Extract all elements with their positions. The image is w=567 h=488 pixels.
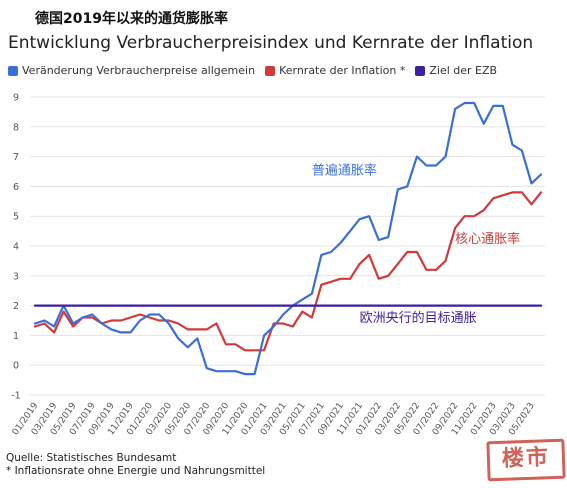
- footnote: * Inflationsrate ohne Energie und Nahrun…: [6, 465, 266, 477]
- legend-swatch-core: [265, 65, 276, 76]
- watermark-stamp: 楼市: [486, 438, 566, 482]
- y-axis-ticks: 9 8 7 6 5 4 3 2 1 0 -1: [11, 93, 20, 402]
- overlay-title: 德国2019年以来的通货膨胀率: [35, 11, 228, 27]
- series-line-cpi: [33, 101, 543, 376]
- y-tick-label: 8: [13, 122, 19, 133]
- legend-label-core: Kernrate der Inflation *: [279, 64, 406, 77]
- annotation-label: 普遍通胀率: [312, 162, 377, 178]
- y-tick-label: 9: [13, 93, 19, 104]
- x-axis-ticks: 01/201903/201905/201907/201909/201911/20…: [11, 401, 537, 438]
- legend-item-cpi[interactable]: Veränderung Verbraucherpreise allgemein: [8, 64, 255, 77]
- legend-swatch-ecb: [415, 65, 426, 76]
- legend-item-ecb[interactable]: Ziel der EZB: [415, 64, 497, 77]
- y-tick-label: -1: [11, 391, 20, 402]
- annotation-label: 核心通胀率: [455, 231, 520, 247]
- series-layer: [33, 101, 543, 376]
- y-tick-label: 0: [13, 361, 19, 372]
- legend-swatch-cpi: [8, 65, 18, 76]
- y-tick-label: 6: [13, 182, 19, 193]
- source-line: Quelle: Statistisches Bundesamt: [6, 452, 177, 464]
- source-note: Quelle: Statistisches Bundesamt * Inflat…: [6, 452, 265, 478]
- annotation-label: 欧洲央行的目标通胀: [360, 310, 477, 326]
- y-tick-label: 1: [13, 331, 19, 342]
- series-line-core: [33, 191, 543, 352]
- y-tick-label: 2: [13, 301, 19, 312]
- y-tick-label: 5: [13, 212, 19, 223]
- chart-title: Entwicklung Verbraucherpreisindex und Ke…: [8, 33, 534, 53]
- legend-label-cpi: Veränderung Verbraucherpreise allgemein: [22, 64, 256, 77]
- legend-item-core[interactable]: Kernrate der Inflation *: [265, 64, 405, 77]
- line-chart: 9 8 7 6 5 4 3 2 1 0 -1 01/201903/201905/201907/201…: [11, 93, 545, 438]
- y-tick-label: 7: [13, 152, 19, 163]
- legend-label-ecb: Ziel der EZB: [429, 64, 498, 77]
- legend: Veränderung Verbraucherpreise allgemein …: [8, 64, 497, 77]
- y-tick-label: 3: [13, 271, 19, 282]
- y-tick-label: 4: [13, 242, 19, 253]
- grid-layer: [30, 96, 545, 396]
